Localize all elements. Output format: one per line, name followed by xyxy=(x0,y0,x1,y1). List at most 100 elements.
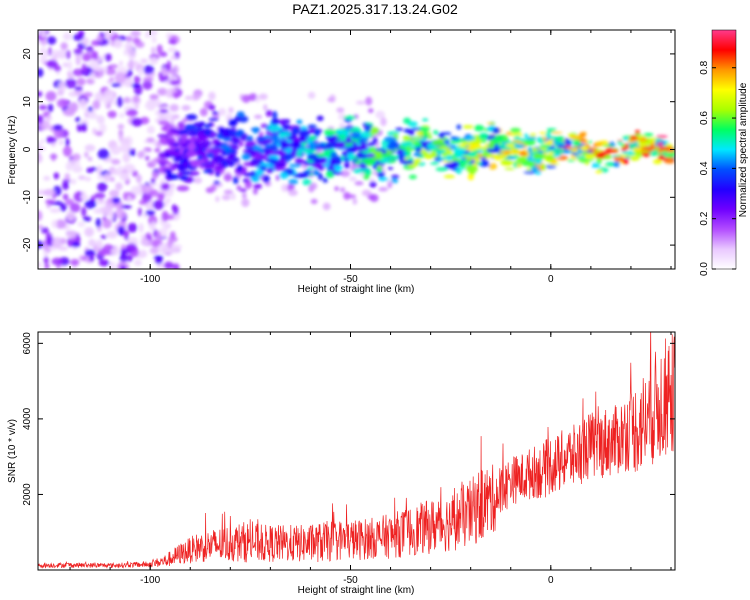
spectrogram-noise-blob xyxy=(109,209,115,220)
spectrogram-signal-blob xyxy=(475,161,482,166)
spectrogram-signal-blob xyxy=(208,104,216,111)
spectrogram-signal-blob xyxy=(322,177,328,183)
spectrogram-signal-blob xyxy=(343,115,356,120)
spectrogram-noise-blob xyxy=(387,182,393,189)
spectrogram-signal-blob xyxy=(157,134,170,138)
spectrogram-noise-blob xyxy=(52,124,63,131)
spectrogram-noise-blob xyxy=(163,222,172,230)
spectrogram-signal-blob xyxy=(556,144,567,148)
spectrogram-signal-blob xyxy=(208,117,219,122)
spectrogram-noise-blob xyxy=(122,152,131,163)
spectrogram-signal-blob xyxy=(288,163,302,168)
spectrogram-signal-blob xyxy=(233,157,240,164)
spectrogram-signal-blob xyxy=(555,135,565,143)
spectrogram-signal-blob xyxy=(245,141,255,148)
spectrogram-signal-blob xyxy=(584,154,596,160)
spectrogram-signal-blob xyxy=(180,134,188,140)
spectrogram-signal-blob xyxy=(652,158,662,165)
spectrogram-noise-blob xyxy=(138,249,148,258)
spectrogram-signal-blob xyxy=(622,158,629,165)
spectrogram-signal-blob xyxy=(255,136,266,142)
spectrogram-noise-blob xyxy=(157,192,165,202)
spectrogram-signal-blob xyxy=(232,176,239,185)
spectrogram-signal-blob xyxy=(359,131,372,139)
spectrogram-signal-blob xyxy=(291,126,300,135)
spectrogram-noise-blob xyxy=(53,128,64,139)
spectrogram-signal-blob xyxy=(235,129,245,136)
spectrogram-signal-blob xyxy=(353,167,364,174)
spectrogram-signal-blob xyxy=(525,136,537,141)
spectrogram-signal-blob xyxy=(439,132,445,140)
spectrogram-noise-blob xyxy=(255,95,260,103)
spectrogram-noise-blob xyxy=(122,191,128,201)
spectrogram-signal-blob xyxy=(453,147,467,155)
spectrogram-signal-blob xyxy=(375,167,383,173)
spectrogram-signal-blob xyxy=(473,124,485,132)
spectrogram-noise-blob xyxy=(84,227,95,237)
spectrogram-signal-blob xyxy=(196,151,204,156)
spectrogram-signal-blob xyxy=(347,152,355,160)
spectrogram-noise-blob xyxy=(122,97,132,104)
spectrogram-noise-blob xyxy=(71,241,81,248)
spectrogram-noise-blob xyxy=(105,68,116,76)
spectrogram-noise-blob xyxy=(51,257,63,266)
spectrogram-noise-blob xyxy=(69,202,81,213)
spectrogram-signal-blob xyxy=(178,164,189,171)
spectrogram-signal-blob xyxy=(640,150,650,153)
spectrogram-signal-blob xyxy=(479,164,490,167)
spectrogram-signal-blob xyxy=(230,137,240,144)
snr-xtick-label: -100 xyxy=(140,575,160,586)
spectrogram-noise-blob xyxy=(346,194,357,199)
spectrogram-noise-blob xyxy=(286,183,295,191)
spectrogram-noise-blob xyxy=(135,41,145,48)
spectrogram-signal-blob xyxy=(166,169,172,178)
spectrogram-signal-blob xyxy=(587,140,593,144)
spectrogram-noise-blob xyxy=(327,97,335,102)
spectrogram-signal-blob xyxy=(362,168,372,174)
spectrogram-signal-blob xyxy=(516,156,527,163)
spectrogram-noise-blob xyxy=(169,80,181,86)
spectrogram-xtick-label: 0 xyxy=(548,274,554,285)
spectrogram-noise-blob xyxy=(365,96,373,106)
spectrogram-signal-blob xyxy=(298,172,309,178)
spectrogram-signal-blob xyxy=(505,143,516,148)
spectrogram-noise-blob xyxy=(126,61,135,70)
spectrogram-noise-blob xyxy=(309,182,318,190)
spectrogram-noise-blob xyxy=(92,99,101,110)
spectrogram-noise-blob xyxy=(150,177,156,184)
spectrogram-signal-blob xyxy=(395,127,404,132)
spectrogram-noise-blob xyxy=(78,175,86,180)
spectrogram-signal-blob xyxy=(508,148,521,155)
spectrogram-noise-blob xyxy=(173,91,179,99)
spectrogram-signal-blob xyxy=(519,138,526,142)
spectrogram-noise-blob xyxy=(193,177,203,184)
spectrogram-signal-blob xyxy=(541,163,547,171)
spectrogram-noise-blob xyxy=(150,220,156,231)
spectrogram-signal-blob xyxy=(518,151,528,156)
spectrogram-noise-blob xyxy=(109,77,114,82)
spectrogram-noise-blob xyxy=(354,181,364,186)
spectrogram-data xyxy=(38,30,675,269)
spectrogram-noise-blob xyxy=(88,106,93,112)
spectrogram-signal-blob xyxy=(613,161,620,168)
spectrogram-noise-blob xyxy=(47,103,54,113)
spectrogram-signal-blob xyxy=(378,177,389,182)
spectrogram-noise-blob xyxy=(51,219,58,229)
spectrogram-signal-blob xyxy=(314,128,321,136)
spectrogram-noise-blob xyxy=(169,231,176,240)
spectrogram-noise-blob xyxy=(38,210,43,222)
spectrogram-signal-blob xyxy=(423,153,433,160)
spectrogram-noise-blob xyxy=(130,30,141,37)
spectrogram-noise-blob xyxy=(103,89,115,101)
spectrogram-noise-blob xyxy=(157,87,168,96)
spectrogram-signal-blob xyxy=(279,140,289,149)
spectrogram-noise-blob xyxy=(182,117,188,123)
spectrogram-signal-blob xyxy=(314,146,321,150)
spectrogram-signal-blob xyxy=(459,164,467,168)
spectrogram-noise-blob xyxy=(124,41,134,51)
snr-line xyxy=(38,332,675,569)
spectrogram-signal-blob xyxy=(594,141,604,147)
spectrogram-noise-blob xyxy=(74,86,83,91)
spectrogram-signal-blob xyxy=(587,147,598,151)
spectrogram-signal-blob xyxy=(268,124,282,133)
